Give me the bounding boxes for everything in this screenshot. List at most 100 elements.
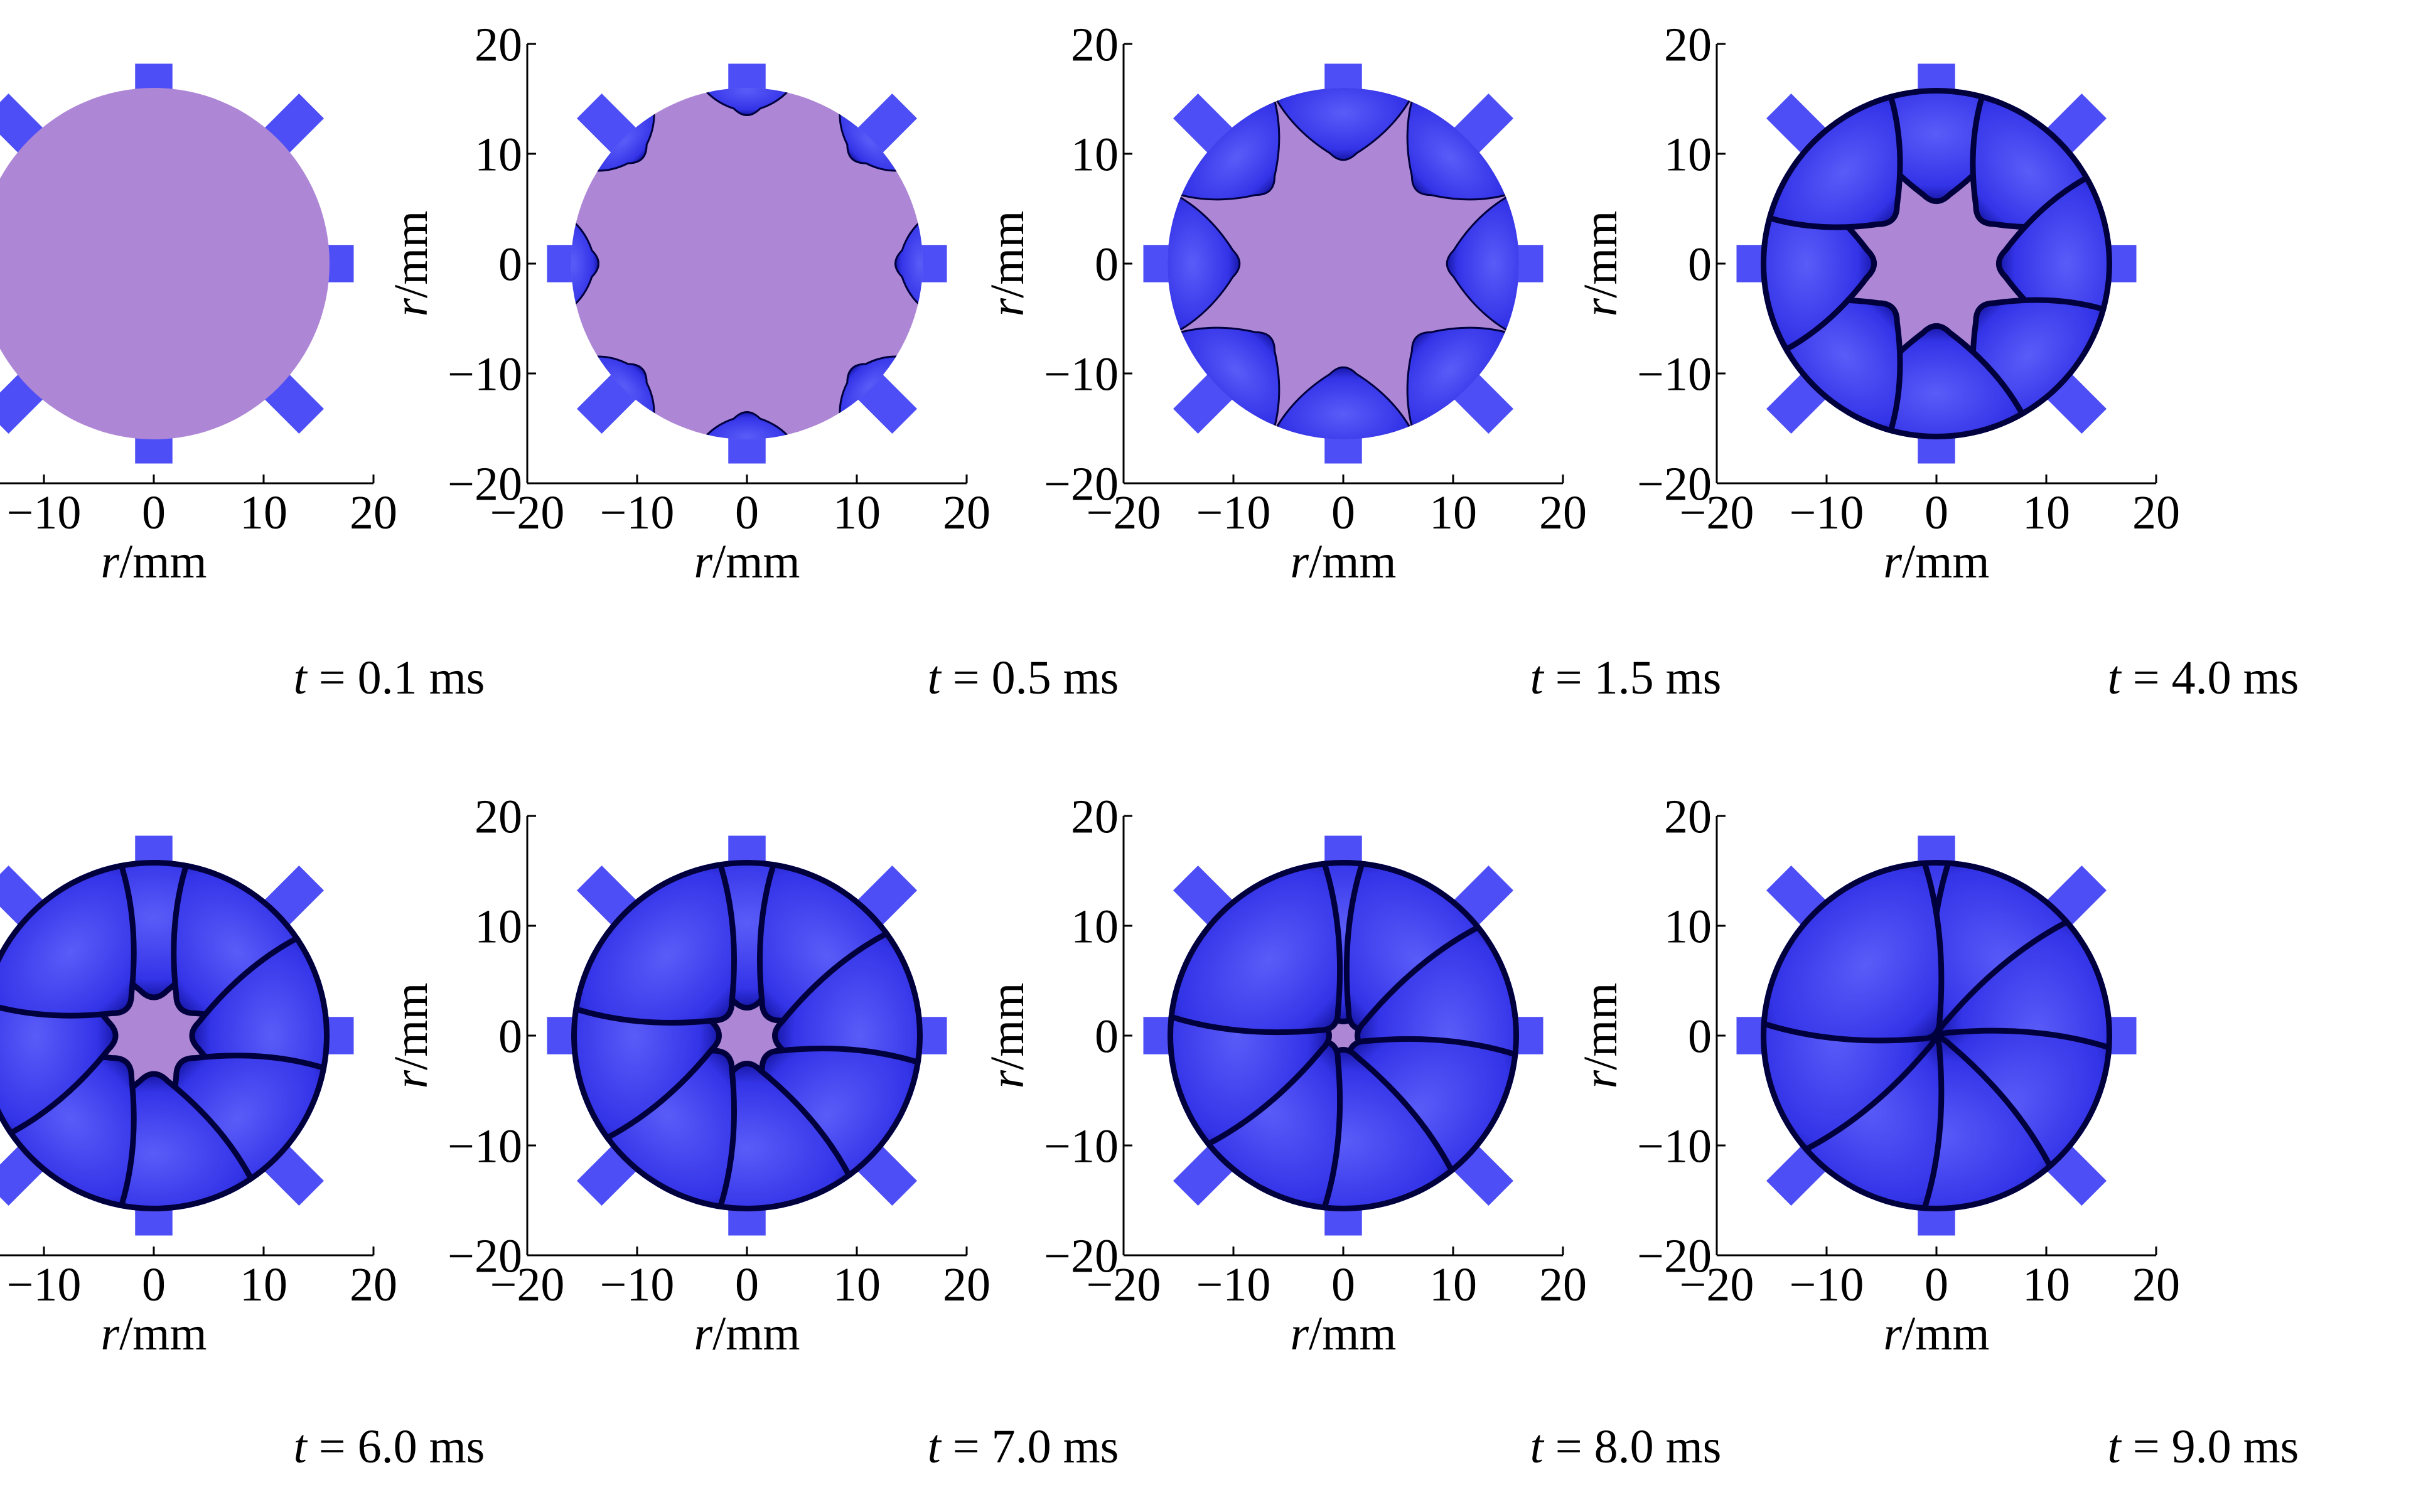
x-tick-label: 0 [142,486,166,539]
y-tick-label: 0 [498,239,522,291]
x-axis-label-unit: /mm [119,535,207,588]
y-tick-label: −10 [1637,1120,1712,1173]
chamber [547,835,947,1236]
y-axis-label-var: r [981,298,1034,316]
y-tick-label: 10 [1071,129,1119,181]
y-tick-label: 0 [1688,239,1712,291]
y-axis-label-var: r [1574,1070,1627,1088]
x-tick-label: −20 [490,486,565,539]
y-axis-label-unit: /mm [981,211,1034,298]
time-caption: t = 6.0 ms [294,1420,485,1473]
y-tick-label: 10 [475,129,522,181]
x-tick-label: 10 [833,486,881,539]
time-value: = 8.0 ms [1544,1420,1722,1473]
y-tick-label: 10 [1664,129,1712,181]
y-axis-label: r/mm [981,211,1034,317]
x-axis-label-unit: /mm [1309,1307,1396,1360]
x-tick-label: 0 [142,1258,166,1311]
x-tick-label: −10 [600,486,675,539]
chamber [547,63,947,464]
x-tick-label: 20 [943,1258,991,1311]
fluid-jet [1761,860,1945,1044]
y-tick-label: 20 [1071,19,1119,72]
time-value: = 7.0 ms [941,1420,1119,1473]
x-tick-label: 20 [350,1258,397,1311]
y-tick-label: −20 [1044,458,1119,511]
y-tick-label: −10 [1044,348,1119,401]
y-axis-label-unit: /mm [385,211,438,298]
y-axis-label-unit: /mm [981,983,1034,1070]
x-tick-label: 20 [2132,486,2180,539]
y-axis-label-unit: /mm [1574,211,1627,298]
x-axis-label-var: r [1291,535,1309,588]
x-axis-label-var: r [1884,535,1903,588]
time-caption: t = 0.5 ms [928,651,1119,704]
y-axis-label-unit: /mm [385,983,438,1070]
x-tick-label: 10 [1429,486,1477,539]
time-caption: t = 4.0 ms [2108,651,2299,704]
x-axis-label: r/mm [694,1307,800,1360]
y-axis-label: r/mm [385,211,438,317]
x-axis-label: r/mm [101,535,207,588]
time-var: t [1530,1420,1545,1473]
x-axis-label: r/mm [1291,535,1397,588]
wall-film [1761,88,2112,439]
x-axis-label-var: r [101,535,120,588]
x-tick-label: 20 [1539,486,1587,539]
x-tick-label: 0 [735,486,759,539]
y-axis-label: r/mm [981,983,1034,1089]
y-tick-label: 10 [475,901,522,953]
x-tick-label: −10 [1790,1258,1864,1311]
x-tick-label: 0 [1331,1258,1355,1311]
y-tick-label: 10 [1664,901,1712,953]
x-axis-label: r/mm [1291,1307,1397,1360]
x-axis-label-var: r [1291,1307,1309,1360]
time-value: = 1.5 ms [1544,651,1722,704]
x-tick-label: 10 [2022,1258,2070,1311]
y-axis-label: r/mm [1574,211,1627,317]
y-tick-label: 20 [475,19,522,72]
y-tick-label: 20 [475,791,522,844]
y-tick-label: 0 [1688,1011,1712,1063]
time-value: = 0.1 ms [307,651,485,704]
y-tick-label: 20 [1071,791,1119,844]
y-tick-label: −10 [448,1120,522,1173]
y-tick-label: 0 [498,1011,522,1063]
gas-region [0,88,330,439]
chamber [0,835,354,1236]
time-var: t [928,651,942,704]
x-axis-label: r/mm [101,1307,207,1360]
time-value: = 6.0 ms [307,1420,485,1473]
time-value: = 0.5 ms [941,651,1119,704]
y-tick-label: −10 [1637,348,1712,401]
x-axis-label-unit: /mm [712,1307,800,1360]
x-tick-label: 10 [1429,1258,1477,1311]
x-axis-label-unit: /mm [1902,1307,1989,1360]
x-tick-label: −20 [1680,486,1754,539]
y-tick-label: −20 [448,458,522,511]
x-axis-label-unit: /mm [712,535,800,588]
y-axis-label-var: r [981,1070,1034,1088]
y-tick-label: −20 [1637,458,1712,511]
wall-film [1761,860,2112,1211]
x-tick-label: 20 [2132,1258,2180,1311]
y-axis-label: r/mm [385,983,438,1089]
time-caption: t = 8.0 ms [1530,1420,1722,1473]
wall-film [1168,860,1519,1211]
x-tick-label: −10 [1196,486,1271,539]
time-var: t [2108,1420,2122,1473]
x-tick-label: −10 [7,486,82,539]
x-tick-label: −20 [490,1258,565,1311]
